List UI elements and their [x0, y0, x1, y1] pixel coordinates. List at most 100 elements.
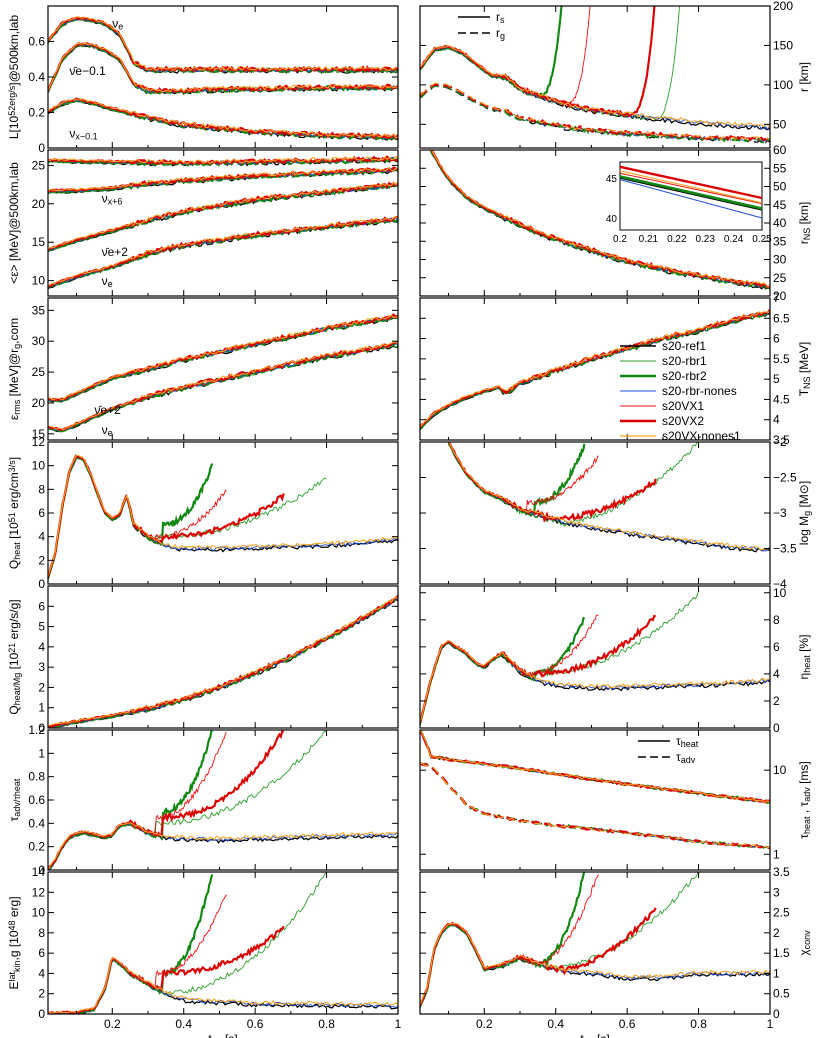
- y-tick-label: 50: [773, 117, 787, 131]
- axes-frame: [419, 297, 771, 441]
- inset-series-s20-rbr2: [619, 175, 763, 210]
- series-s20-rbr2: [420, 872, 586, 1008]
- y-tick-label: 0: [38, 863, 45, 877]
- y-tick-label: 8: [773, 613, 780, 627]
- series-s20-ref1: [48, 823, 398, 870]
- axes-frame: [47, 871, 399, 1015]
- inset-x-tick: 0.24: [724, 234, 744, 245]
- y-tick-label: 0: [38, 577, 45, 591]
- series-s20VX-nones1: [48, 98, 398, 139]
- inset-x-tick: 0.21: [639, 234, 659, 245]
- x-tick-label: 1: [395, 1017, 402, 1031]
- series-s20VX1: [48, 216, 398, 288]
- axes-frame: [419, 5, 771, 149]
- series-s20-ref1: [54, 959, 398, 1014]
- series-s20-ref1: [420, 924, 770, 1008]
- y-tick-label: −4: [773, 577, 787, 591]
- y-tick-label: 2: [38, 987, 45, 1001]
- series-s20-rbr2: [420, 310, 770, 430]
- legend-entry: s20-rbr-nones: [662, 384, 737, 398]
- x-tick-label: 0.8: [690, 1017, 707, 1031]
- series-s20VX1: [48, 455, 227, 578]
- y-tick-label: 12: [32, 435, 46, 449]
- inset-series-s20VX2: [619, 165, 763, 200]
- y-tick-label: 0: [38, 141, 45, 155]
- inset-series-s20-rbr-nones: [619, 179, 763, 219]
- y-axis-label: εrms [MeV]@rg,com: [7, 318, 22, 420]
- series-s20-rbr1: [420, 763, 770, 849]
- x-tick-label: 0.6: [247, 1017, 264, 1031]
- inset-x-tick: 0.23: [695, 234, 715, 245]
- series-s20VX-nones1: [48, 181, 398, 250]
- panel-L2: 10 15 20 25 <ε> [MeV]@500km,lab νx+6 ν̄e+2 νe: [7, 149, 399, 297]
- y-tick-label: 2.5: [773, 906, 790, 920]
- y-tick-label: −3: [773, 506, 787, 520]
- inset-x-tick: 0.2: [613, 234, 627, 245]
- y-tick-label: 6.5: [773, 311, 790, 325]
- y-tick-label: 5: [38, 620, 45, 634]
- series-s20VX-nones1: [48, 314, 398, 401]
- series-s20-rbr2: [48, 217, 398, 289]
- series-s20-rbr-nones: [48, 342, 398, 431]
- y-tick-label: 4: [38, 640, 45, 654]
- series-s20-rbr-nones: [420, 640, 770, 724]
- y-tick-label: 0: [773, 1007, 780, 1021]
- y-axis-label: L[1052erg/s]@500km,lab: [7, 15, 21, 140]
- y-tick-label: 6: [38, 599, 45, 613]
- y-tick-label: −2.5: [773, 471, 797, 485]
- y-tick-label: 5: [773, 372, 780, 386]
- series-s20VX-nones1: [48, 454, 398, 577]
- series-s20VX-nones1: [420, 639, 770, 723]
- series-s20-rbr2: [48, 455, 214, 579]
- x-tick-label: 0.2: [104, 1017, 121, 1031]
- series-s20VX1: [48, 894, 227, 1014]
- series-s20VX2: [420, 907, 657, 1006]
- x-tick-label: 0.4: [175, 1017, 192, 1031]
- series-s20-rbr2: [48, 874, 214, 1014]
- y-axis-label: Qheat [1051 erg/cm3/s]: [7, 457, 22, 569]
- y-axis-label: r [km]: [797, 62, 811, 92]
- y-tick-label: 3: [38, 660, 45, 674]
- y-tick-label: 0.6: [28, 793, 45, 807]
- series-s20-rbr1: [420, 872, 699, 1008]
- y-tick-label: 6: [773, 332, 780, 346]
- y-axis-label: τadv/τheat: [7, 778, 22, 821]
- y-tick-label: 45: [773, 198, 787, 212]
- series-s20-ref1: [48, 316, 398, 403]
- series-s20-rbr-nones: [48, 598, 398, 728]
- y-tick-label: 200: [773, 0, 793, 13]
- axes-frame: [47, 149, 399, 297]
- y-tick-label: 10: [32, 459, 46, 473]
- y-tick-label: 15: [32, 235, 46, 249]
- model-legend: s20-ref1s20-rbr1s20-rbr2s20-rbr-noness20…: [620, 339, 741, 443]
- curve-annotation: νx+6: [102, 191, 123, 206]
- series-s20VX-nones1: [48, 166, 398, 192]
- y-tick-label: 8: [38, 926, 45, 940]
- y-tick-label: 0.4: [28, 816, 45, 830]
- y-tick-label: 1.5: [773, 946, 790, 960]
- y-tick-label: 14: [32, 865, 46, 879]
- y-tick-label: 8: [38, 482, 45, 496]
- inset-series-s20-ref1: [619, 177, 763, 211]
- panel-R4: −4 −3.5 −3 −2.5 −2 log Mg [M⊙]: [419, 435, 812, 591]
- series-s20VX2: [420, 6, 656, 118]
- y-tick-label: 100: [773, 78, 793, 92]
- inset-y-tick: 40: [606, 214, 618, 225]
- inset-x-tick: 0.22: [667, 234, 687, 245]
- y-axis-label: TNS [MeV]: [797, 342, 812, 397]
- y-tick-label: 4: [38, 530, 45, 544]
- y-tick-label: 1: [38, 746, 45, 760]
- series-s20VX1: [48, 342, 398, 432]
- y-tick-label: 3.5: [773, 433, 790, 447]
- series-s20-rbr-nones: [420, 762, 770, 849]
- y-tick-label: 0.6: [28, 35, 45, 49]
- y-axis-label: rNS [km]: [797, 202, 812, 245]
- inset-series-s20VX1: [619, 172, 763, 205]
- series-s20VX-nones1: [430, 150, 770, 288]
- y-axis-label: χconv: [797, 930, 812, 956]
- series-s20VX-nones1: [48, 597, 398, 727]
- x-tick-label: 0.8: [318, 1017, 335, 1031]
- y-tick-label: 25: [773, 271, 787, 285]
- line-style-legend: rg: [496, 26, 505, 41]
- y-tick-label: 4: [773, 667, 780, 681]
